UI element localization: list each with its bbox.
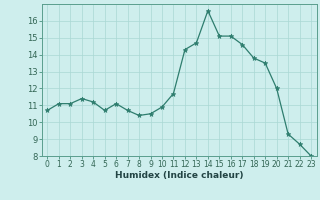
- X-axis label: Humidex (Indice chaleur): Humidex (Indice chaleur): [115, 171, 244, 180]
